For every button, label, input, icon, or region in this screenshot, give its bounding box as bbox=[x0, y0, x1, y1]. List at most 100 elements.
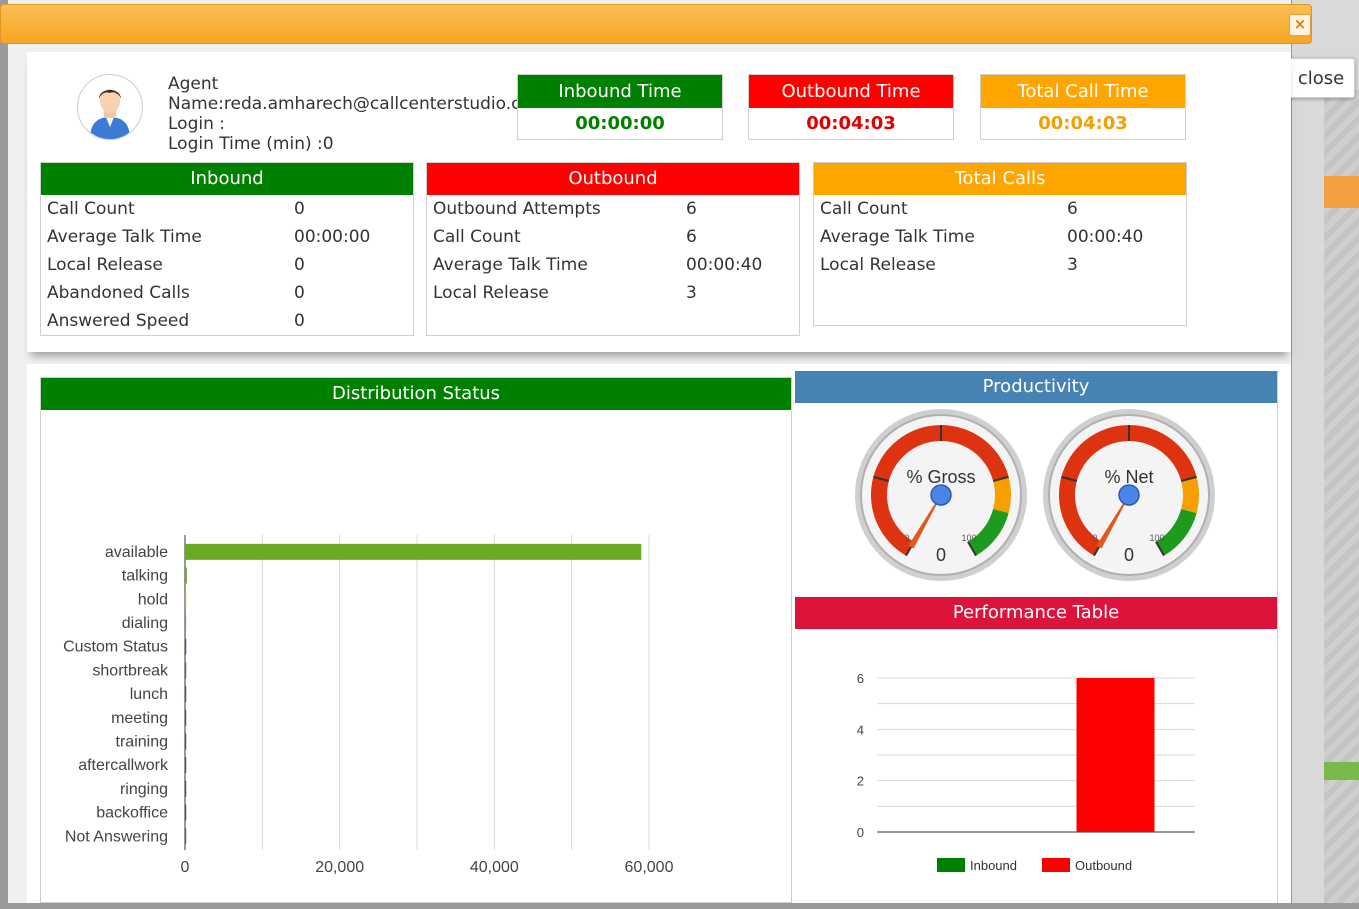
stat-value: 0 bbox=[294, 311, 305, 331]
stat-row: Average Talk Time 00:00:40 bbox=[814, 223, 1186, 251]
gauge-tick bbox=[992, 475, 1009, 482]
stat-label: Abandoned Calls bbox=[47, 283, 190, 303]
background-tab bbox=[1324, 176, 1359, 208]
bar bbox=[185, 686, 187, 703]
gauge-max-label: 100 bbox=[1149, 533, 1164, 543]
outbound-stats: Outbound Outbound Attempts 6 Call Count 6 … bbox=[426, 162, 800, 336]
stat-value: 6 bbox=[1067, 199, 1078, 219]
gauge-min-label: 0 bbox=[904, 533, 909, 543]
y-tick-label: 0 bbox=[857, 825, 864, 840]
outbound-time-title: Outbound Time bbox=[749, 75, 953, 108]
stat-row: Abandoned Calls 0 bbox=[41, 279, 413, 307]
productivity-card: Productivity % Gross 0 100 0 % Net 0 100 0 Perf… bbox=[795, 371, 1278, 903]
bar bbox=[185, 591, 187, 608]
bar bbox=[185, 733, 187, 750]
productivity-title: Productivity bbox=[795, 371, 1277, 403]
total-calls-stats: Total Calls Call Count 6 Average Talk Tim… bbox=[813, 162, 1187, 326]
bar bbox=[185, 828, 187, 845]
category-label: Custom Status bbox=[63, 639, 168, 656]
stat-label: Local Release bbox=[47, 255, 163, 275]
outbound-stats-title: Outbound bbox=[427, 163, 799, 195]
category-label: meeting bbox=[111, 710, 168, 727]
gauge-green-band bbox=[967, 508, 1009, 556]
inbound-stats-title: Inbound bbox=[41, 163, 413, 195]
stat-label: Local Release bbox=[820, 255, 936, 275]
stat-value: 00:00:00 bbox=[294, 227, 371, 247]
x-tick-label: 0 bbox=[181, 859, 190, 876]
gauge-max-label: 100 bbox=[961, 533, 976, 543]
stat-value: 6 bbox=[686, 227, 697, 247]
total-call-time-value: 00:04:03 bbox=[1038, 113, 1128, 134]
background-bar bbox=[1324, 762, 1359, 780]
inbound-time-box: Inbound Time 00:00:00 bbox=[517, 74, 723, 140]
stat-value: 0 bbox=[294, 283, 305, 303]
stat-label: Average Talk Time bbox=[820, 227, 975, 247]
x-axis-label: Seconds bbox=[386, 901, 448, 902]
category-label: talking bbox=[122, 568, 168, 585]
stat-row: Average Talk Time 00:00:00 bbox=[41, 223, 413, 251]
total-call-time-title: Total Call Time bbox=[981, 75, 1185, 108]
category-label: aftercallwork bbox=[78, 757, 169, 774]
legend-label: Outbound bbox=[1075, 858, 1132, 873]
modal-titlebar bbox=[0, 4, 1312, 44]
stat-label: Answered Speed bbox=[47, 311, 190, 331]
stat-row: Call Count 6 bbox=[814, 195, 1186, 223]
gauge-label: % Net bbox=[1104, 467, 1153, 487]
gauge-tick bbox=[967, 541, 977, 557]
bar bbox=[185, 543, 642, 560]
gauge-red-band bbox=[1059, 425, 1197, 556]
stat-row: Average Talk Time 00:00:40 bbox=[427, 251, 799, 279]
bar bbox=[185, 780, 187, 797]
gauge-orange-band bbox=[1181, 476, 1199, 514]
stat-value: 0 bbox=[294, 255, 305, 275]
category-label: training bbox=[116, 733, 168, 750]
outbound-time-box: Outbound Time 00:04:03 bbox=[748, 74, 954, 140]
legend-swatch bbox=[937, 858, 965, 872]
gauge-label: % Gross bbox=[906, 467, 975, 487]
category-label: ringing bbox=[120, 781, 168, 798]
gauge-tick bbox=[873, 475, 890, 482]
category-label: hold bbox=[138, 591, 168, 608]
stat-label: Call Count bbox=[47, 199, 135, 219]
category-label: lunch bbox=[130, 686, 168, 703]
stat-value: 0 bbox=[294, 199, 305, 219]
stat-value: 00:00:40 bbox=[686, 255, 763, 275]
distribution-chart: available talking hold dialing Custom Status… bbox=[63, 535, 674, 909]
gauge-red-band bbox=[871, 425, 1009, 556]
total-calls-title: Total Calls bbox=[814, 163, 1186, 195]
stat-label: Local Release bbox=[433, 283, 549, 303]
y-tick-label: 4 bbox=[857, 722, 864, 737]
gauge-tick bbox=[1061, 475, 1078, 482]
stat-label: Call Count bbox=[433, 227, 521, 247]
gauge-tick bbox=[1155, 541, 1165, 557]
distribution-status-title: Distribution Status bbox=[41, 378, 791, 410]
background-strip bbox=[1324, 90, 1359, 903]
y-tick-label: 2 bbox=[857, 774, 864, 789]
gauge-value: 0 bbox=[1124, 545, 1134, 565]
y-tick-label: 6 bbox=[857, 671, 864, 686]
agent-name: Name:reda.amharech@callcenterstudio.com bbox=[168, 94, 548, 114]
stat-row: Call Count 6 bbox=[427, 223, 799, 251]
category-label: backoffice bbox=[96, 805, 168, 822]
stat-value: 3 bbox=[686, 283, 697, 303]
agent-info: Agent Name:reda.amharech@callcenterstudi… bbox=[168, 74, 547, 154]
inbound-stats: Inbound Call Count 0 Average Talk Time 00:… bbox=[40, 162, 414, 336]
gauge-tick bbox=[1180, 475, 1197, 482]
stat-value: 00:00:40 bbox=[1067, 227, 1144, 247]
bar bbox=[1076, 678, 1155, 832]
close-icon[interactable]: × bbox=[1289, 14, 1311, 36]
outbound-time-value: 00:04:03 bbox=[806, 113, 896, 134]
category-label: dialing bbox=[122, 615, 168, 632]
gauge-orange-band bbox=[993, 476, 1011, 514]
close-tooltip: close bbox=[1287, 58, 1355, 98]
stat-label: Average Talk Time bbox=[433, 255, 588, 275]
stat-row: Local Release 0 bbox=[41, 251, 413, 279]
background-app bbox=[1292, 0, 1359, 903]
stat-row: Call Count 0 bbox=[41, 195, 413, 223]
stat-value: 6 bbox=[686, 199, 697, 219]
x-tick-label: 40,000 bbox=[470, 859, 519, 876]
stat-row: Answered Speed 0 bbox=[41, 307, 413, 335]
legend-swatch bbox=[1042, 858, 1070, 872]
gauge-value: 0 bbox=[936, 545, 946, 565]
category-label: Not Answering bbox=[65, 828, 168, 845]
